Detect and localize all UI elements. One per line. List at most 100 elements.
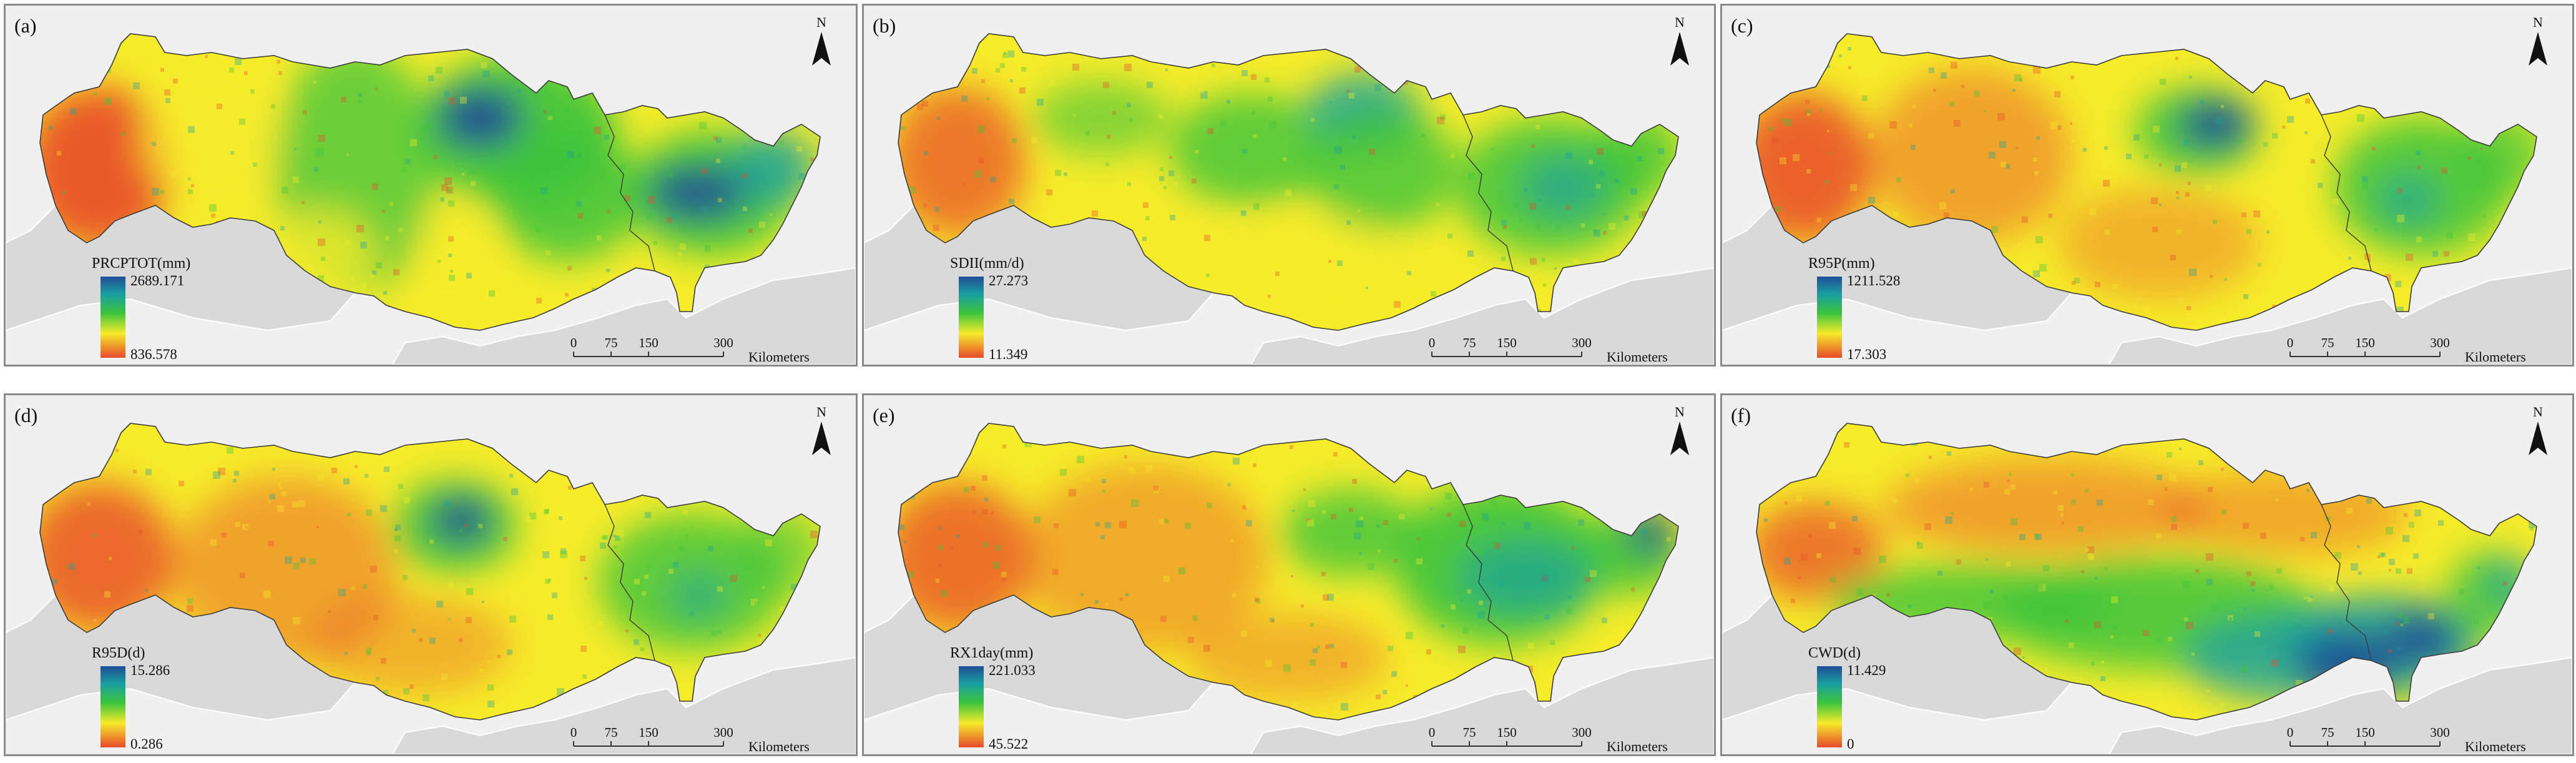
legend-title: R95D(d) (92, 645, 145, 661)
map-panel-f: (f) N CWD(d) 11.429 0 Kilometers 0 75 150 3… (1720, 393, 2574, 756)
scale-bar: Kilometers 0 75 150 300 (1426, 725, 1713, 754)
scale-tick-label: 75 (604, 335, 618, 350)
scale-tick-label: 0 (2286, 725, 2294, 740)
legend-color-ramp (959, 277, 984, 358)
north-arrow-icon (1670, 421, 1689, 455)
scale-bar-line (573, 741, 724, 747)
panel-label: (f) (1731, 404, 1751, 426)
scale-unit: Kilometers (1607, 739, 1668, 754)
scale-bar-line (1431, 741, 1582, 747)
scale-tick-label: 75 (2321, 335, 2334, 350)
legend-color-ramp (100, 277, 125, 358)
scale-bar-line (1431, 352, 1582, 357)
scale-bar-line (2290, 741, 2441, 747)
legend-max-value: 2689.171 (130, 273, 185, 288)
region-outline (39, 423, 821, 721)
scale-tick-label: 150 (2355, 725, 2375, 740)
panel-label: (a) (14, 14, 37, 37)
scale-bar: Kilometers 0 75 150 300 (567, 725, 855, 754)
legend-title: SDII(mm/d) (950, 255, 1024, 272)
scale-tick-label: 75 (604, 725, 618, 740)
surrounding-land (1250, 656, 1714, 754)
scale-unit: Kilometers (748, 739, 810, 754)
map-panel-d: (d) N R95D(d) 15.286 0.286 Kilometers 0 7… (4, 393, 858, 756)
province-boundary (2321, 114, 2372, 272)
north-letter: N (2533, 404, 2543, 420)
map-canvas (1722, 33, 2572, 365)
legend: R95P(mm) 1211.528 17.303 (1808, 255, 1961, 362)
scale-tick-label: 0 (570, 335, 577, 350)
legend-max-value: 221.033 (989, 662, 1036, 678)
scale-bar: Kilometers 0 75 150 300 (567, 335, 855, 365)
legend: CWD(d) 11.429 0 (1808, 645, 1961, 752)
north-arrow-icon (2529, 32, 2547, 66)
surrounding-land (2108, 656, 2572, 754)
scale-tick-label: 150 (639, 725, 659, 740)
legend-max-value: 27.273 (989, 273, 1029, 288)
legend-title: CWD(d) (1808, 645, 1861, 661)
north-letter: N (2533, 14, 2543, 30)
scale-unit: Kilometers (748, 349, 810, 365)
legend-color-ramp (959, 666, 984, 747)
map-canvas (864, 33, 1714, 365)
scale-bar-line (573, 352, 724, 357)
legend-max-value: 11.429 (1847, 662, 1886, 678)
legend-min-value: 11.349 (989, 347, 1028, 362)
north-arrow: N (1664, 14, 1695, 71)
legend-min-value: 836.578 (130, 347, 177, 362)
surrounding-land (1250, 267, 1714, 365)
province-boundary (604, 114, 655, 272)
surrounding-land (391, 267, 856, 365)
province-boundary (604, 504, 655, 661)
legend-min-value: 17.303 (1847, 347, 1887, 362)
scale-tick-label: 150 (1497, 335, 1517, 350)
legend: R95D(d) 15.286 0.286 (92, 645, 244, 752)
scale-bar: Kilometers 0 75 150 300 (1426, 335, 1713, 365)
surrounding-land (2108, 267, 2572, 365)
scale-bar-line (2290, 352, 2441, 357)
north-arrow-icon (1670, 32, 1689, 66)
province-boundary (1462, 504, 1514, 661)
scale-tick-label: 300 (713, 725, 733, 740)
north-arrow: N (806, 404, 837, 460)
region-outline (898, 423, 1679, 721)
scale-tick-label: 300 (1572, 335, 1592, 350)
surrounding-land (391, 656, 856, 754)
scale-tick-label: 75 (2321, 725, 2334, 740)
map-canvas (6, 423, 856, 754)
scale-tick-label: 150 (1497, 725, 1517, 740)
panel-label: (d) (14, 404, 38, 426)
legend-title: RX1day(mm) (950, 645, 1034, 661)
legend-color-ramp (100, 666, 125, 747)
legend: PRCPTOT(mm) 2689.171 836.578 (92, 255, 244, 362)
region-outline (1756, 423, 2537, 721)
scale-tick-label: 0 (1428, 335, 1436, 350)
map-panel-b: (b) N SDII(mm/d) 27.273 11.349 Kilometer… (862, 4, 1716, 367)
north-arrow-icon (812, 32, 831, 66)
scale-unit: Kilometers (2465, 739, 2526, 754)
region-outline (1756, 33, 2537, 331)
legend: RX1day(mm) 221.033 45.522 (950, 645, 1102, 752)
map-canvas (6, 33, 856, 365)
scale-tick-label: 150 (639, 335, 659, 350)
legend-max-value: 15.286 (130, 662, 170, 678)
legend: SDII(mm/d) 27.273 11.349 (950, 255, 1102, 362)
map-panel-a: (a) N PRCPTOT(mm) 2689.171 836.578 Kilom… (4, 4, 858, 367)
scale-unit: Kilometers (1607, 349, 1668, 365)
map-canvas (864, 423, 1714, 754)
north-arrow-icon (812, 421, 831, 455)
scale-tick-label: 300 (713, 335, 733, 350)
north-arrow: N (1664, 404, 1695, 460)
legend-min-value: 0.286 (130, 736, 163, 752)
region-outline (898, 33, 1679, 331)
panel-label: (e) (873, 404, 895, 426)
province-boundary (2321, 504, 2372, 661)
scale-tick-label: 0 (1428, 725, 1436, 740)
north-letter: N (1675, 404, 1685, 420)
north-letter: N (816, 404, 826, 420)
province-boundary (1462, 114, 1514, 272)
legend-max-value: 1211.528 (1847, 273, 1901, 288)
north-letter: N (816, 14, 826, 30)
north-arrow: N (2522, 404, 2554, 460)
panel-label: (b) (873, 14, 896, 37)
